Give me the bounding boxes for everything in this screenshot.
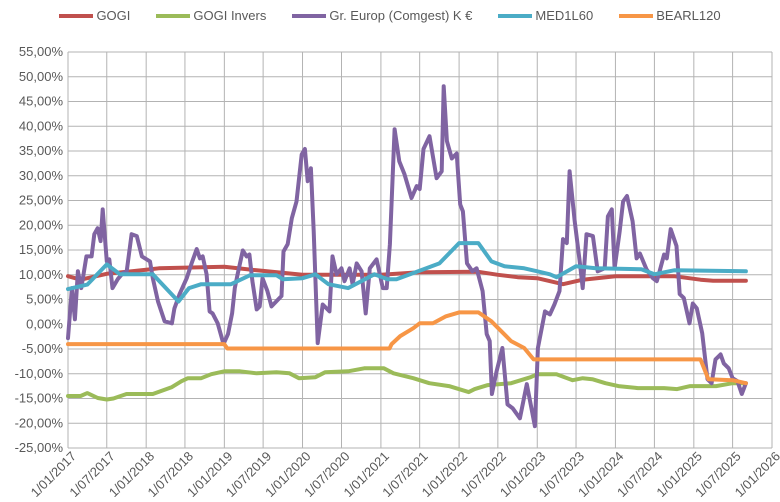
legend-label: BEARL120 — [656, 8, 721, 23]
y-tick-label: 40,00% — [19, 118, 64, 133]
series-line-med1l60 — [66, 241, 748, 304]
legend-swatch — [619, 13, 654, 18]
legend-item: MED1L60 — [498, 8, 593, 23]
y-tick-label: 35,00% — [19, 143, 64, 158]
legend: GOGI GOGI Invers Gr. Europ (Comgest) K € ME… — [0, 8, 780, 23]
series-line-bearl120 — [66, 310, 748, 386]
y-tick-label: -15,00% — [15, 391, 64, 406]
legend-swatch — [292, 13, 327, 18]
y-tick-label: -5,00% — [22, 341, 64, 356]
legend-swatch — [156, 13, 191, 18]
series-line-gogi-invers — [66, 366, 748, 402]
legend-label: MED1L60 — [535, 8, 594, 23]
y-tick-label: -20,00% — [15, 415, 64, 430]
y-tick-label: 25,00% — [19, 193, 64, 208]
y-tick-label: 45,00% — [19, 94, 64, 109]
y-axis-labels: 55,00% 50,00% 45,00% 40,00% 35,00% 30,00% 25,0… — [15, 44, 64, 455]
legend-item: GOGI — [59, 8, 130, 23]
legend-label: GOGI Invers — [193, 8, 267, 23]
gridlines — [67, 51, 773, 449]
legend-swatch — [498, 13, 533, 18]
x-axis-labels: 1/01/20171/07/20171/01/20181/07/20181/01… — [28, 449, 780, 501]
y-tick-label: -25,00% — [15, 440, 64, 455]
legend-label: Gr. Europ (Comgest) K € — [329, 8, 473, 23]
legend-label: GOGI — [96, 8, 131, 23]
y-tick-label: 20,00% — [19, 217, 64, 232]
legend-item: BEARL120 — [619, 8, 721, 23]
y-tick-label: 0,00% — [26, 316, 63, 331]
legend-swatch — [59, 13, 94, 18]
y-tick-label: 10,00% — [19, 267, 64, 282]
y-tick-label: 5,00% — [26, 292, 63, 307]
y-tick-label: 15,00% — [19, 242, 64, 257]
legend-item: GOGI Invers — [156, 8, 266, 23]
y-tick-label: 50,00% — [19, 69, 64, 84]
series-lines — [66, 84, 748, 429]
y-tick-label: 55,00% — [19, 44, 64, 59]
y-tick-label: -10,00% — [15, 366, 64, 381]
legend-item: Gr. Europ (Comgest) K € — [292, 8, 472, 23]
y-tick-label: 30,00% — [19, 168, 64, 183]
